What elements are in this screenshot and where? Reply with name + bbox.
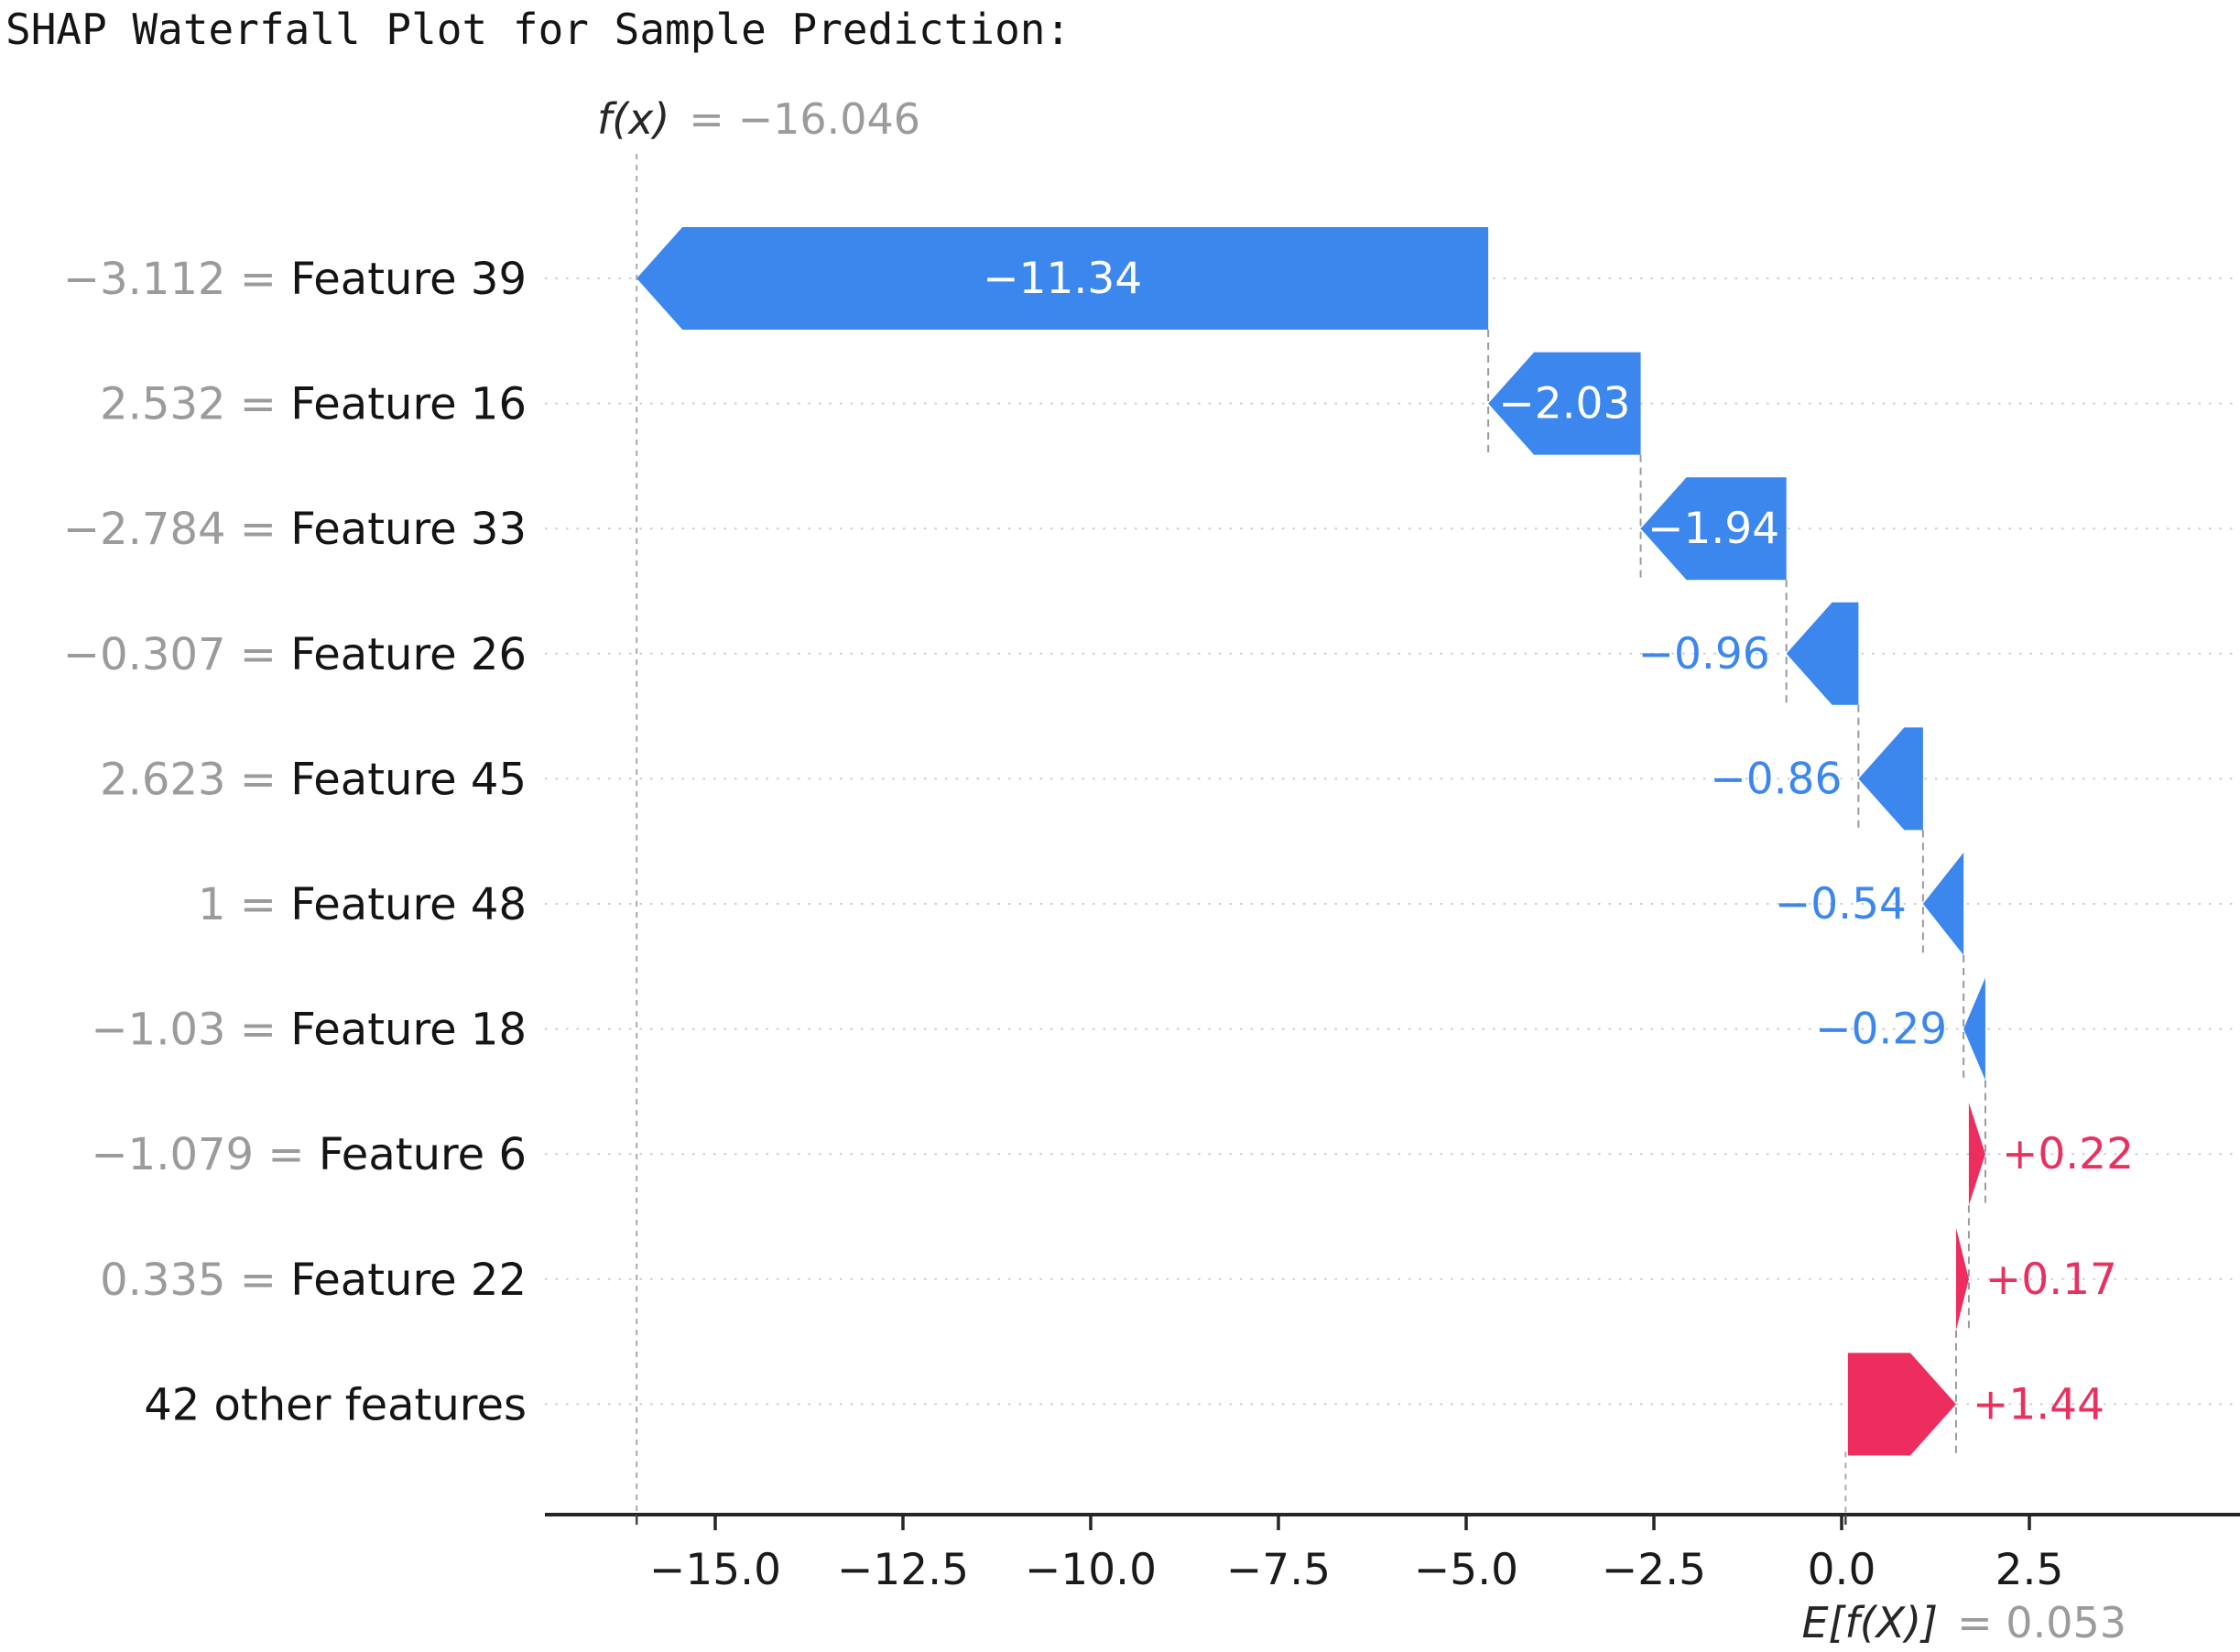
- x-axis-tick-label: −5.0: [1414, 1545, 1518, 1595]
- feature-name: Feature 22: [290, 1255, 527, 1306]
- feature-name: Feature 48: [290, 879, 527, 930]
- marker-dashed-lines: [636, 154, 1847, 1515]
- connector-lines: [1487, 330, 1986, 1456]
- x-axis-tick-label: −12.5: [837, 1545, 969, 1595]
- chart-title: SHAP Waterfall Plot for Sample Predictio…: [5, 5, 1071, 54]
- ef-equation: = 0.053: [1957, 1598, 2126, 1647]
- x-axis-tick-label: 2.5: [1995, 1545, 2064, 1595]
- x-axis-tick-label: −15.0: [649, 1545, 781, 1595]
- feature-value: −1.079 =: [91, 1129, 318, 1180]
- ef-name: E[f(X)]: [1801, 1598, 1938, 1647]
- feature-name: Feature 45: [290, 754, 527, 805]
- row-label: 1 = Feature 48: [198, 879, 527, 930]
- fx-name: f(x): [597, 94, 669, 144]
- feature-name: Feature 16: [290, 379, 527, 430]
- bar-value-label: −0.54: [1775, 879, 1907, 929]
- row-label: −3.112 = Feature 39: [63, 254, 527, 305]
- row-label: −1.03 = Feature 18: [91, 1005, 527, 1056]
- ef-annotation: E[f(X)] = 0.053: [1801, 1598, 2126, 1647]
- x-axis-tick-label: −2.5: [1602, 1545, 1706, 1595]
- x-axis-tick-label: −7.5: [1226, 1545, 1331, 1595]
- waterfall-bars: [636, 227, 1985, 1456]
- feature-row-labels: −3.112 = Feature 39 2.532 = Feature 16 −2.…: [63, 254, 527, 1430]
- x-axis-tick-label: 0.0: [1808, 1545, 1876, 1595]
- row-label: 42 other features: [144, 1379, 527, 1430]
- bar-value-labels: −11.34 −2.03 −1.94 −0.96 −0.86 −0.54 −0.29 +0.2…: [983, 254, 2134, 1429]
- bar-feature-48: [1922, 853, 1964, 955]
- feature-name: Feature 39: [290, 254, 527, 305]
- bar-value-label: −1.94: [1647, 504, 1779, 554]
- bar-value-label: −11.34: [983, 254, 1142, 304]
- bar-value-label: −0.86: [1710, 754, 1842, 804]
- fx-equation: = −16.046: [689, 94, 920, 144]
- bar-feature-22: [1955, 1227, 1969, 1331]
- bar-value-label: +0.17: [1985, 1255, 2117, 1305]
- feature-value: −0.307 =: [63, 629, 290, 680]
- feature-value: −3.112 =: [63, 254, 290, 305]
- row-label: 2.532 = Feature 16: [100, 379, 527, 430]
- x-axis-tick-label: −10.0: [1025, 1545, 1157, 1595]
- feature-value: −2.784 =: [63, 504, 290, 555]
- feature-name: Feature 18: [290, 1005, 527, 1056]
- x-axis: −15.0 −12.5 −10.0 −7.5 −5.0 −2.5 0.0 2.5: [545, 1513, 2240, 1595]
- bar-value-label: +0.22: [2002, 1129, 2134, 1179]
- feature-value: 0.335 =: [100, 1255, 290, 1306]
- bar-value-label: −2.03: [1498, 379, 1630, 429]
- feature-name: 42 other features: [144, 1379, 527, 1430]
- feature-name: Feature 26: [290, 629, 527, 680]
- row-label: −2.784 = Feature 33: [63, 504, 527, 555]
- bar-feature-16: [1488, 352, 1641, 455]
- bar-feature-26: [1786, 602, 1859, 705]
- bar-feature-18: [1963, 977, 1985, 1081]
- bar-value-label: +1.44: [1973, 1379, 2104, 1429]
- feature-name: Feature 6: [319, 1129, 527, 1180]
- feature-name: Feature 33: [290, 504, 527, 555]
- row-label: −1.079 = Feature 6: [91, 1129, 527, 1180]
- feature-value: 1 =: [198, 879, 290, 930]
- row-label: 2.623 = Feature 45: [100, 754, 527, 805]
- bar-feature-39: [636, 227, 1489, 330]
- bar-feature-33: [1640, 477, 1787, 581]
- bar-42-other-features: [1847, 1353, 1956, 1456]
- bar-feature-45: [1858, 727, 1923, 831]
- row-label: 0.335 = Feature 22: [100, 1255, 527, 1306]
- row-label: −0.307 = Feature 26: [63, 629, 527, 680]
- feature-value: 2.623 =: [100, 754, 290, 805]
- bar-value-label: −0.29: [1815, 1005, 1947, 1055]
- feature-value: 2.532 =: [100, 379, 290, 430]
- bar-value-label: −0.96: [1638, 629, 1770, 679]
- bar-feature-6: [1968, 1103, 1985, 1206]
- feature-value: −1.03 =: [91, 1005, 290, 1056]
- fx-annotation: f(x) = −16.046: [597, 94, 920, 144]
